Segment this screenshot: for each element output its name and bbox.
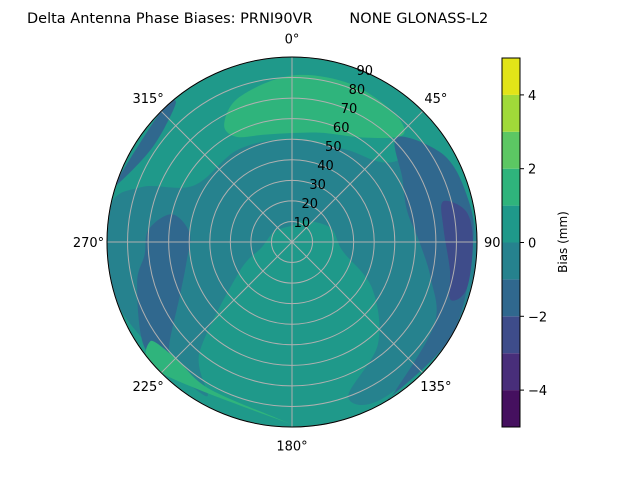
r-tick-label: 30 <box>309 178 326 193</box>
contour-region <box>107 139 477 405</box>
theta-tick-label: 225° <box>132 380 163 395</box>
colorbar-band <box>502 242 520 280</box>
colorbar-band <box>502 205 520 243</box>
theta-tick-label: 45° <box>424 92 447 107</box>
colorbar-band <box>502 316 520 354</box>
contour-region <box>224 74 405 139</box>
theta-tick-label: 90° <box>484 236 507 251</box>
colorbar-band <box>502 131 520 169</box>
colorbar-band <box>502 279 520 317</box>
colorbar-tick-label: 4 <box>528 89 536 104</box>
plot-boundary <box>106 56 478 428</box>
colorbar-tick-label: −2 <box>528 310 547 325</box>
colorbar-band <box>502 390 520 427</box>
colorbar-label: Bias (mm) <box>556 211 570 273</box>
r-tick-label: 70 <box>341 102 358 117</box>
r-tick-label: 50 <box>325 140 342 155</box>
angular-gridline <box>160 241 293 374</box>
theta-tick-label: 315° <box>132 92 163 107</box>
colorbar-band <box>502 353 520 391</box>
contour-region <box>137 214 191 368</box>
theta-tick-label: 270° <box>73 236 104 251</box>
angular-gridline <box>291 110 424 243</box>
theta-tick-label: 0° <box>285 33 300 48</box>
colorbar-tick-label: 2 <box>528 163 536 178</box>
contour-region <box>441 200 473 301</box>
r-tick-label: 20 <box>301 197 318 212</box>
colorbar-band <box>502 168 520 206</box>
colorbar-tick-label: −4 <box>528 384 547 399</box>
r-tick-label: 40 <box>317 159 334 174</box>
theta-tick-label: 180° <box>276 440 307 455</box>
colorbar-tick-label: 0 <box>528 237 536 252</box>
theta-tick-label: 135° <box>420 380 451 395</box>
angular-gridline <box>160 110 293 243</box>
contour-region <box>145 340 306 427</box>
angular-gridline <box>291 241 424 374</box>
r-tick-label: 10 <box>294 216 311 231</box>
r-tick-label: 90 <box>357 64 374 79</box>
colorbar-band <box>502 58 520 95</box>
contour-region <box>114 100 176 186</box>
chart-title: Delta Antenna Phase Biases: PRNI90VR NON… <box>27 11 488 27</box>
r-tick-label: 80 <box>349 83 366 98</box>
r-tick-label: 60 <box>333 121 350 136</box>
colorbar-band <box>502 94 520 132</box>
